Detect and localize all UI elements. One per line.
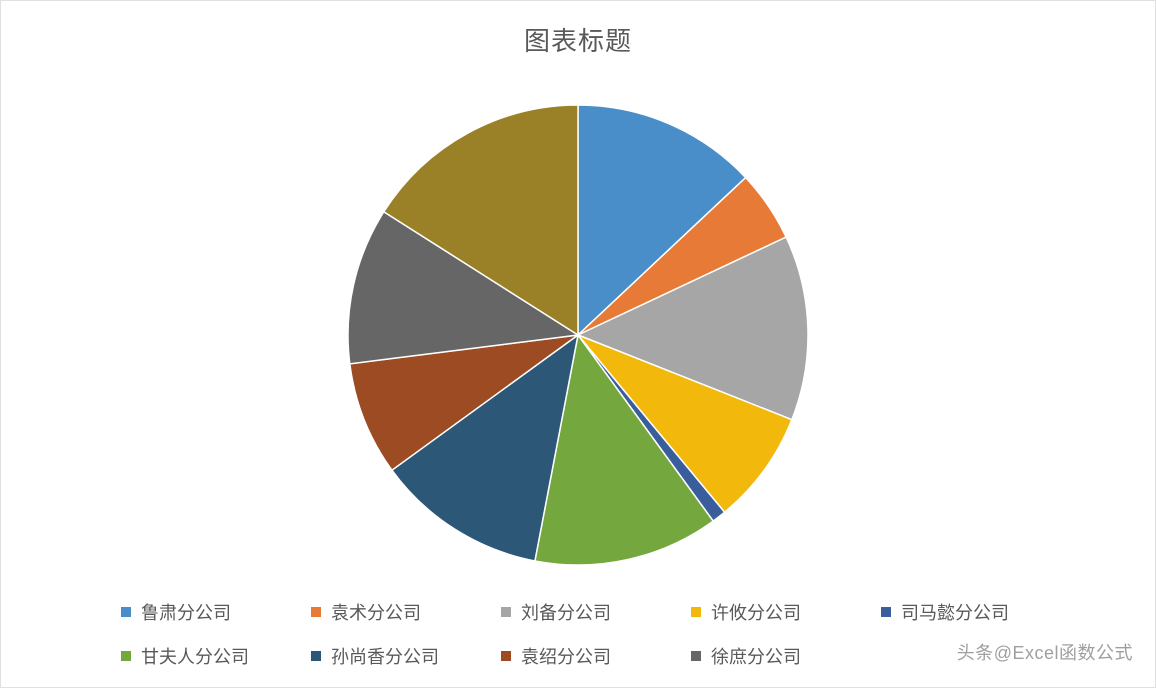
legend-label: 甘夫人分公司 [141, 643, 249, 669]
legend-swatch [311, 607, 321, 617]
legend-label: 许攸分公司 [711, 599, 801, 625]
legend-item[interactable]: 许攸分公司 [691, 599, 881, 625]
legend-swatch [501, 651, 511, 661]
legend-label: 袁术分公司 [331, 599, 421, 625]
legend-label: 袁绍分公司 [521, 643, 611, 669]
legend-swatch [691, 651, 701, 661]
legend: 鲁肃分公司 袁术分公司 刘备分公司 许攸分公司 司马懿分公司甘夫人分公司 孙尚香分公司 袁绍… [41, 587, 1115, 677]
legend-item[interactable]: 袁绍分公司 [501, 643, 691, 669]
legend-item[interactable]: 徐庶分公司 [691, 643, 881, 669]
pie-area [41, 73, 1115, 587]
legend-item[interactable]: 甘夫人分公司 [121, 643, 311, 669]
legend-item[interactable]: 刘备分公司 [501, 599, 691, 625]
legend-swatch [121, 651, 131, 661]
pie-chart[interactable] [318, 90, 838, 570]
legend-label: 刘备分公司 [521, 599, 611, 625]
legend-swatch [121, 607, 131, 617]
chart-title: 图表标题 [524, 21, 632, 58]
legend-item[interactable]: 袁术分公司 [311, 599, 501, 625]
legend-label: 司马懿分公司 [901, 599, 1009, 625]
legend-swatch [501, 607, 511, 617]
legend-item[interactable]: 司马懿分公司 [881, 599, 1071, 625]
legend-label: 徐庶分公司 [711, 643, 801, 669]
legend-item[interactable]: 鲁肃分公司 [121, 599, 311, 625]
legend-label: 孙尚香分公司 [331, 643, 439, 669]
chart-container: 图表标题 鲁肃分公司 袁术分公司 刘备分公司 许攸分公司 司马懿分公司甘夫人分公司 孙尚香… [1, 1, 1155, 687]
legend-swatch [881, 607, 891, 617]
legend-swatch [311, 651, 321, 661]
legend-item[interactable]: 孙尚香分公司 [311, 643, 501, 669]
legend-label: 鲁肃分公司 [141, 599, 231, 625]
legend-swatch [691, 607, 701, 617]
